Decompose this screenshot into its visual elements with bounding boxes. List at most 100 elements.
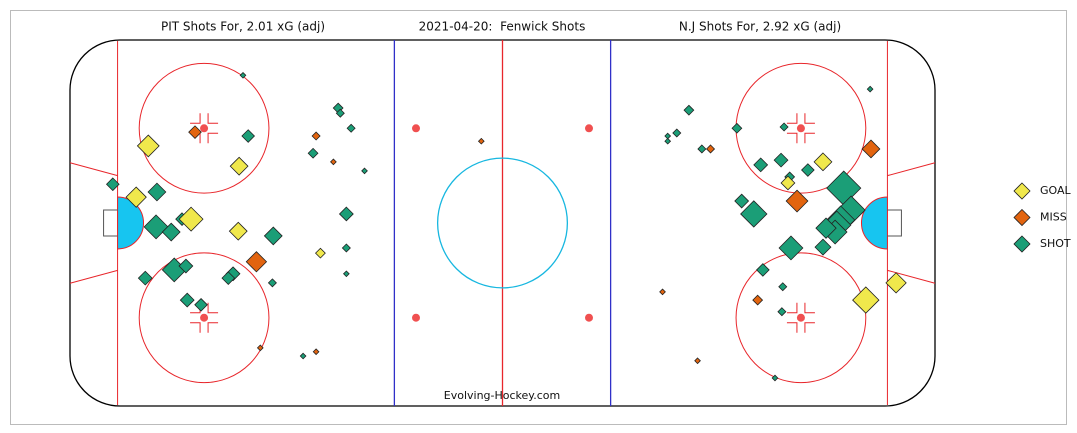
shot-marker <box>161 222 181 242</box>
legend-swatch <box>1013 208 1031 227</box>
hash <box>207 322 219 333</box>
shot-marker <box>178 206 204 232</box>
faceoff-circle <box>138 252 270 384</box>
legend: GOAL MISS SHOT <box>1013 182 1072 253</box>
shot-marker <box>267 278 277 288</box>
left-title: PIT Shots For, 2.01 xG (adj) <box>161 20 325 34</box>
shot-marker <box>256 344 264 352</box>
shot-marker <box>801 163 815 177</box>
shot-marker <box>194 297 208 312</box>
shot-marker <box>315 247 326 259</box>
chart-title: 2021-04-20: Fenwick Shots <box>419 20 586 34</box>
faceoff-dot <box>796 313 805 322</box>
hash <box>804 113 815 124</box>
shot-marker <box>330 158 337 166</box>
shot-marker <box>815 217 837 239</box>
shot-marker <box>731 122 743 134</box>
shot-marker <box>239 71 247 79</box>
shot-marker <box>694 357 701 365</box>
shots <box>105 71 907 382</box>
trapezoid <box>69 162 118 177</box>
hash <box>190 322 201 333</box>
net <box>103 209 118 237</box>
shot-marker <box>178 258 194 274</box>
shot-marker <box>785 189 809 213</box>
legend-label: GOAL <box>1040 184 1072 197</box>
hash <box>804 322 815 333</box>
hash <box>207 113 219 124</box>
shot-marker <box>780 175 796 191</box>
shot-marker <box>143 214 169 240</box>
shot-marker <box>777 307 787 317</box>
shot-marker <box>885 272 907 294</box>
shot-marker <box>263 226 283 246</box>
hash <box>786 302 798 314</box>
neutral-dot <box>585 124 593 133</box>
shot-marker <box>773 152 789 168</box>
faceoff-dot <box>796 124 805 133</box>
hash <box>207 302 219 314</box>
shot-marker <box>477 137 485 145</box>
shot-marker <box>659 288 666 296</box>
shot-marker <box>852 286 880 314</box>
shot-marker <box>697 144 707 154</box>
shot-marker <box>299 352 307 360</box>
shot-marker <box>778 235 804 261</box>
rink <box>69 39 936 407</box>
shot-marker <box>137 270 153 286</box>
shot-marker <box>338 206 354 222</box>
hash <box>786 322 798 333</box>
shot-marker <box>752 294 764 306</box>
shot-marker <box>706 144 716 154</box>
hash <box>190 113 201 124</box>
hash <box>207 132 219 144</box>
legend-swatch <box>1013 182 1031 200</box>
shot-marker <box>179 292 195 308</box>
shot-marker <box>779 122 789 132</box>
shot-marker <box>861 139 881 159</box>
hash <box>804 302 815 314</box>
faceoff-circle <box>735 252 867 384</box>
shot-marker <box>136 134 160 158</box>
shot-marker <box>756 263 770 277</box>
trapezoid <box>887 162 936 177</box>
shot-marker <box>771 374 779 382</box>
shot-marker <box>740 200 768 228</box>
shot-marker <box>341 243 351 253</box>
shot-marker <box>346 123 356 133</box>
shot-marker <box>229 156 249 176</box>
shot-marker <box>672 128 682 138</box>
shot-marker <box>312 348 320 356</box>
neutral-dot <box>585 313 593 322</box>
shot-marker <box>125 186 147 208</box>
hash <box>786 132 798 144</box>
legend-swatch <box>1013 235 1031 253</box>
shot-marker <box>778 282 788 292</box>
shot-marker <box>683 104 695 116</box>
shot-marker <box>241 129 256 143</box>
hash <box>804 132 815 144</box>
trapezoid <box>887 269 936 284</box>
neutral-dot <box>412 124 420 133</box>
shot-marker <box>188 125 202 139</box>
trapezoid <box>69 269 118 284</box>
shot-marker <box>734 193 750 209</box>
shot-marker <box>866 85 874 93</box>
shot-marker <box>307 147 319 159</box>
legend-label: MISS <box>1040 211 1067 224</box>
shot-marker <box>228 221 248 241</box>
shot-marker <box>343 270 350 278</box>
legend-label: SHOT <box>1040 237 1071 250</box>
center-circle <box>436 157 569 289</box>
crease <box>860 196 888 250</box>
neutral-dot <box>412 313 420 322</box>
faceoff-dot <box>200 313 209 322</box>
right-title: N.J Shots For, 2.92 xG (adj) <box>679 20 841 34</box>
shot-marker <box>221 271 236 285</box>
shot-marker <box>335 108 345 118</box>
hash <box>786 113 798 124</box>
shot-marker <box>753 157 769 173</box>
shot-marker <box>361 167 368 175</box>
shot-marker <box>664 137 672 145</box>
